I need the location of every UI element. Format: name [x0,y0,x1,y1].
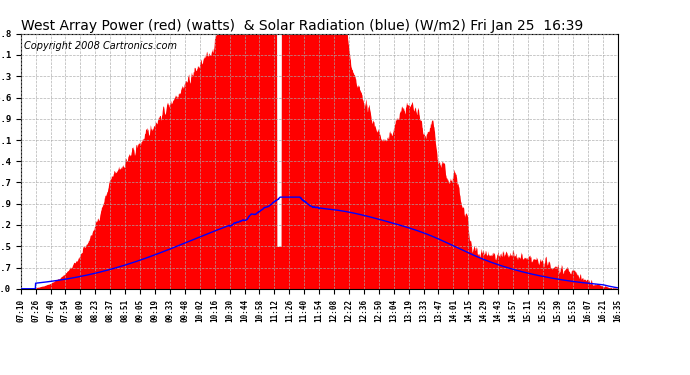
Text: Copyright 2008 Cartronics.com: Copyright 2008 Cartronics.com [23,41,177,51]
Text: West Array Power (red) (watts)  & Solar Radiation (blue) (W/m2) Fri Jan 25  16:3: West Array Power (red) (watts) & Solar R… [21,19,583,33]
